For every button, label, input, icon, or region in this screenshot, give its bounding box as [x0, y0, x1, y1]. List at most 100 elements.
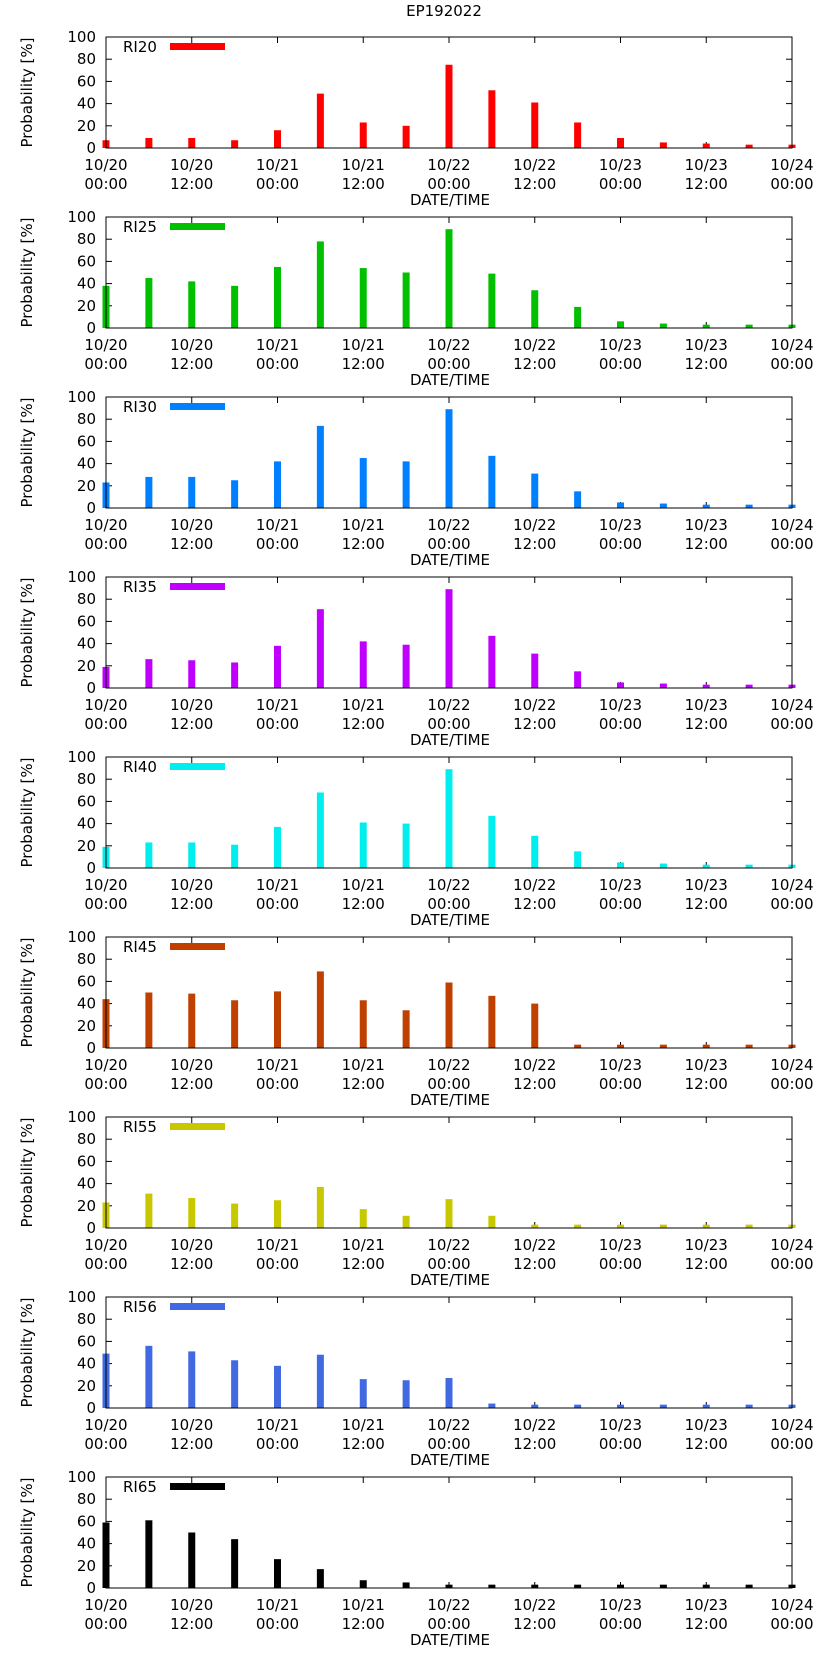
- bar: [316, 425, 324, 508]
- bar: [617, 1044, 624, 1048]
- x-tick-label-date: 10/22: [513, 1596, 556, 1614]
- x-tick-label-date: 10/22: [513, 336, 556, 354]
- bar: [745, 504, 753, 508]
- y-tick-label: 60: [77, 1332, 96, 1350]
- x-tick-label-date: 10/20: [170, 1236, 213, 1254]
- bar: [702, 1404, 710, 1408]
- y-tick-label: 60: [77, 252, 96, 270]
- x-tick-label-time: 00:00: [256, 355, 299, 373]
- x-tick-label-date: 10/23: [685, 696, 728, 714]
- y-tick-label: 40: [77, 95, 96, 113]
- x-tick-label-time: 12:00: [170, 535, 213, 553]
- x-tick-label-time: 12:00: [685, 1435, 728, 1453]
- x-tick-label-time: 12:00: [342, 535, 385, 553]
- bar: [359, 1580, 367, 1588]
- x-tick-label-time: 00:00: [599, 1615, 642, 1633]
- x-tick-label-date: 10/21: [342, 1596, 385, 1614]
- bar: [402, 1582, 410, 1588]
- x-tick-label-time: 12:00: [170, 1255, 213, 1273]
- bar: [445, 1199, 453, 1228]
- x-tick-label-date: 10/22: [427, 516, 470, 534]
- x-tick-label-time: 12:00: [685, 1615, 728, 1633]
- x-tick-label-date: 10/21: [256, 696, 299, 714]
- bar: [188, 1198, 196, 1228]
- x-tick-label-time: 12:00: [342, 715, 385, 733]
- x-axis-title: DATE/TIME: [410, 911, 490, 929]
- x-tick-label-time: 12:00: [513, 715, 556, 733]
- x-tick-label-time: 12:00: [342, 895, 385, 913]
- x-tick-label-time: 12:00: [513, 1615, 556, 1633]
- bar: [231, 1000, 239, 1048]
- x-tick-label-date: 10/24: [770, 1596, 813, 1614]
- bar: [445, 769, 453, 868]
- x-tick-label-time: 12:00: [513, 1435, 556, 1453]
- x-tick-label-date: 10/21: [342, 1236, 385, 1254]
- bar: [659, 1584, 667, 1588]
- legend-label: RI20: [123, 38, 157, 56]
- x-tick-label-date: 10/24: [770, 156, 813, 174]
- legend-swatch: [170, 223, 225, 230]
- x-tick-label-time: 00:00: [770, 1615, 813, 1633]
- x-tick-label-date: 10/24: [770, 876, 813, 894]
- x-tick-label-time: 00:00: [770, 1255, 813, 1273]
- x-axis-title: DATE/TIME: [410, 1631, 490, 1649]
- bar: [274, 991, 281, 1048]
- x-tick-label-date: 10/21: [256, 516, 299, 534]
- plot-frame: [105, 216, 793, 329]
- legend-swatch: [170, 583, 225, 590]
- bar: [531, 835, 539, 868]
- bar: [359, 641, 367, 688]
- bar: [531, 1584, 539, 1588]
- bar: [188, 1351, 196, 1408]
- x-tick-label-date: 10/21: [342, 156, 385, 174]
- x-tick-label-time: 12:00: [685, 355, 728, 373]
- y-tick-label: 40: [77, 995, 96, 1013]
- bar: [574, 306, 582, 328]
- y-tick-label: 80: [77, 50, 96, 68]
- bar: [402, 272, 410, 328]
- bar: [316, 241, 324, 328]
- bar: [574, 1404, 582, 1408]
- bar: [617, 1404, 624, 1408]
- bar: [488, 815, 496, 868]
- bar: [145, 992, 153, 1048]
- bar: [188, 476, 196, 508]
- plot-frame: [105, 756, 793, 869]
- x-tick-label-date: 10/23: [599, 516, 642, 534]
- bar: [702, 1224, 710, 1228]
- x-tick-label-date: 10/21: [342, 1416, 385, 1434]
- y-tick-label: 100: [67, 388, 96, 406]
- bar: [402, 1010, 410, 1048]
- bar: [488, 1584, 496, 1588]
- bar: [531, 1404, 539, 1408]
- x-tick-label-time: 00:00: [84, 715, 127, 733]
- panel-ri20: 02040608010010/2000:0010/2012:0010/2100:…: [18, 28, 814, 209]
- x-tick-label-time: 00:00: [427, 1075, 470, 1093]
- y-tick-label: 100: [67, 1468, 96, 1486]
- y-tick-label: 20: [77, 297, 96, 315]
- x-tick-label-date: 10/23: [599, 1056, 642, 1074]
- y-axis-title: Probability [%]: [18, 1477, 36, 1587]
- y-tick-label: 100: [67, 1288, 96, 1306]
- x-tick-label-date: 10/21: [256, 1056, 299, 1074]
- legend-swatch: [170, 763, 225, 770]
- x-tick-label-time: 00:00: [256, 535, 299, 553]
- x-tick-label-time: 00:00: [84, 1255, 127, 1273]
- x-tick-label-time: 12:00: [342, 1435, 385, 1453]
- bar: [145, 476, 153, 508]
- x-tick-label-time: 00:00: [256, 1075, 299, 1093]
- y-tick-label: 80: [77, 1490, 96, 1508]
- bar: [316, 971, 324, 1048]
- bar: [359, 822, 367, 868]
- x-tick-label-time: 00:00: [256, 175, 299, 193]
- plot-frame: [105, 936, 793, 1049]
- x-tick-label-time: 00:00: [599, 715, 642, 733]
- x-tick-label-date: 10/21: [342, 696, 385, 714]
- x-tick-label-time: 12:00: [170, 1435, 213, 1453]
- bar: [188, 993, 196, 1048]
- bar: [316, 1186, 324, 1228]
- bar: [145, 138, 153, 148]
- bar: [359, 458, 367, 508]
- x-tick-label-time: 12:00: [513, 175, 556, 193]
- bar: [402, 461, 410, 508]
